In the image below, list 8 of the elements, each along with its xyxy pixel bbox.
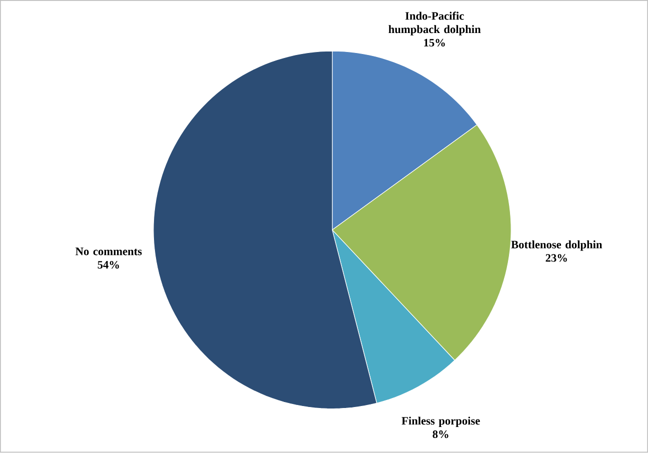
slice-label: No comments [76, 248, 142, 256]
slice-label: Indo-Pacific humpback dolphin [388, 12, 481, 36]
data-label: 23% [546, 254, 567, 262]
slice-label: Finless porpoise [402, 416, 480, 428]
data-label: 8% [432, 430, 448, 438]
data-label: 54% [98, 261, 119, 269]
data-label: 15% [424, 39, 445, 47]
slice-label: Bottlenose dolphin [511, 240, 602, 251]
